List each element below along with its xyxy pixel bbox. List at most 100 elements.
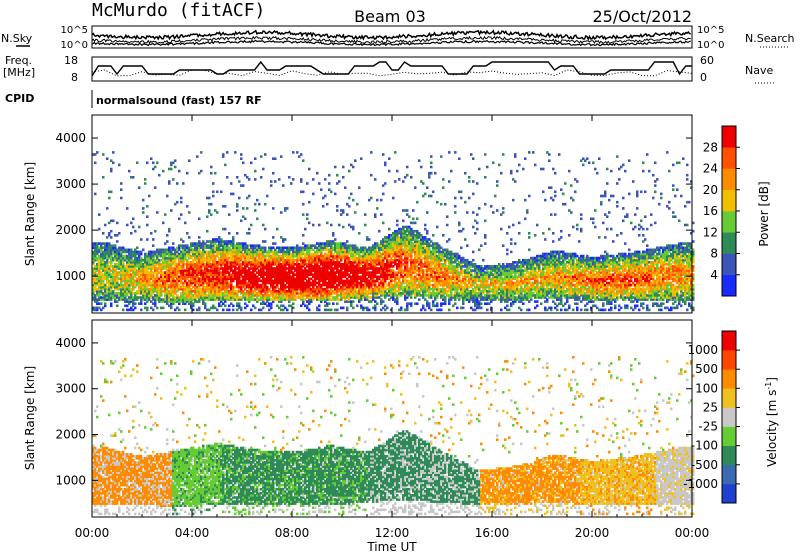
power-cell	[180, 275, 183, 279]
power-cell	[260, 308, 263, 312]
power-cell	[194, 248, 197, 252]
power-cell	[228, 263, 231, 266]
power-cell	[196, 248, 199, 252]
power-cell	[222, 302, 225, 305]
power-cell	[210, 246, 213, 250]
power-cell	[252, 271, 255, 274]
power-cell	[234, 252, 237, 256]
power-cell	[168, 279, 171, 283]
power-cell	[166, 267, 169, 270]
power-cell	[198, 244, 201, 247]
power-cell	[222, 227, 225, 231]
power-cell	[134, 269, 137, 272]
power-cell	[114, 296, 117, 299]
power-cell	[100, 296, 103, 299]
power-cell	[128, 308, 131, 312]
power-cell	[224, 283, 227, 287]
power-cell	[240, 267, 243, 270]
power-cell	[264, 271, 267, 274]
power-cell	[170, 209, 173, 212]
power-cell	[430, 165, 433, 169]
power-cell	[112, 273, 115, 276]
power-cell	[106, 285, 109, 289]
power-cell	[94, 252, 97, 256]
power-cell	[148, 265, 151, 268]
power-cell	[170, 267, 173, 270]
power-cell	[164, 261, 167, 264]
power-cell	[100, 283, 103, 287]
power-cell	[212, 238, 215, 241]
power-cell	[96, 302, 99, 305]
power-cell	[202, 250, 205, 254]
power-cell	[240, 275, 243, 279]
power-cell	[248, 281, 251, 285]
power-cell	[246, 261, 249, 264]
power-cell	[180, 294, 183, 297]
power-cell	[226, 290, 229, 293]
power-cell	[106, 292, 109, 295]
power-cell	[168, 273, 171, 276]
power-cell	[128, 256, 131, 260]
power-cell	[208, 258, 211, 262]
power-cell	[128, 283, 131, 287]
power-cell	[202, 302, 205, 305]
power-cell	[228, 290, 231, 293]
power-cell	[112, 256, 115, 260]
power-cell	[188, 279, 191, 283]
power-cell	[418, 298, 421, 301]
power-cell	[256, 292, 259, 295]
power-cell	[248, 298, 251, 301]
power-cell	[108, 256, 111, 260]
power-cell	[240, 258, 243, 262]
power-cell	[162, 261, 165, 264]
power-cell	[92, 250, 95, 254]
power-cell	[134, 273, 137, 276]
power-cell	[116, 304, 119, 308]
power-cell	[262, 269, 265, 272]
power-cell	[150, 283, 153, 287]
power-cell	[114, 254, 117, 258]
power-cell	[224, 258, 227, 262]
power-cell	[234, 244, 237, 247]
power-cell	[204, 263, 207, 266]
power-cell	[174, 165, 177, 169]
power-cell	[142, 285, 145, 289]
power-cell	[120, 182, 123, 185]
power-cell	[208, 265, 211, 268]
power-cell	[188, 294, 191, 297]
power-cell	[232, 252, 235, 256]
power-cell	[150, 232, 153, 235]
power-cell	[98, 294, 101, 297]
power-cell	[202, 246, 205, 250]
power-cell	[238, 248, 241, 252]
power-cell	[220, 296, 223, 299]
power-cell	[240, 290, 243, 293]
power-cell	[188, 281, 191, 285]
power-cell	[200, 250, 203, 254]
power-cell	[352, 198, 355, 202]
power-cell	[150, 265, 153, 268]
power-cell	[180, 273, 183, 276]
power-cell	[238, 246, 241, 250]
power-cell	[220, 244, 223, 247]
power-cell	[140, 258, 143, 262]
power-cell	[194, 244, 197, 247]
power-cell	[212, 292, 215, 295]
power-cell	[306, 213, 309, 216]
power-cell	[116, 221, 119, 225]
power-cell	[170, 167, 173, 171]
power-cell	[250, 285, 253, 289]
power-cell	[112, 283, 115, 287]
power-cell	[200, 151, 203, 154]
power-cell	[124, 290, 127, 293]
power-cell	[262, 302, 265, 305]
power-cell	[214, 273, 217, 276]
power-cell	[184, 281, 187, 285]
power-cell	[160, 277, 163, 281]
power-cell	[204, 252, 207, 256]
power-cell	[226, 151, 229, 154]
power-cell	[100, 244, 103, 247]
power-cell	[172, 277, 175, 281]
power-cell	[220, 263, 223, 266]
power-cell	[168, 167, 171, 171]
